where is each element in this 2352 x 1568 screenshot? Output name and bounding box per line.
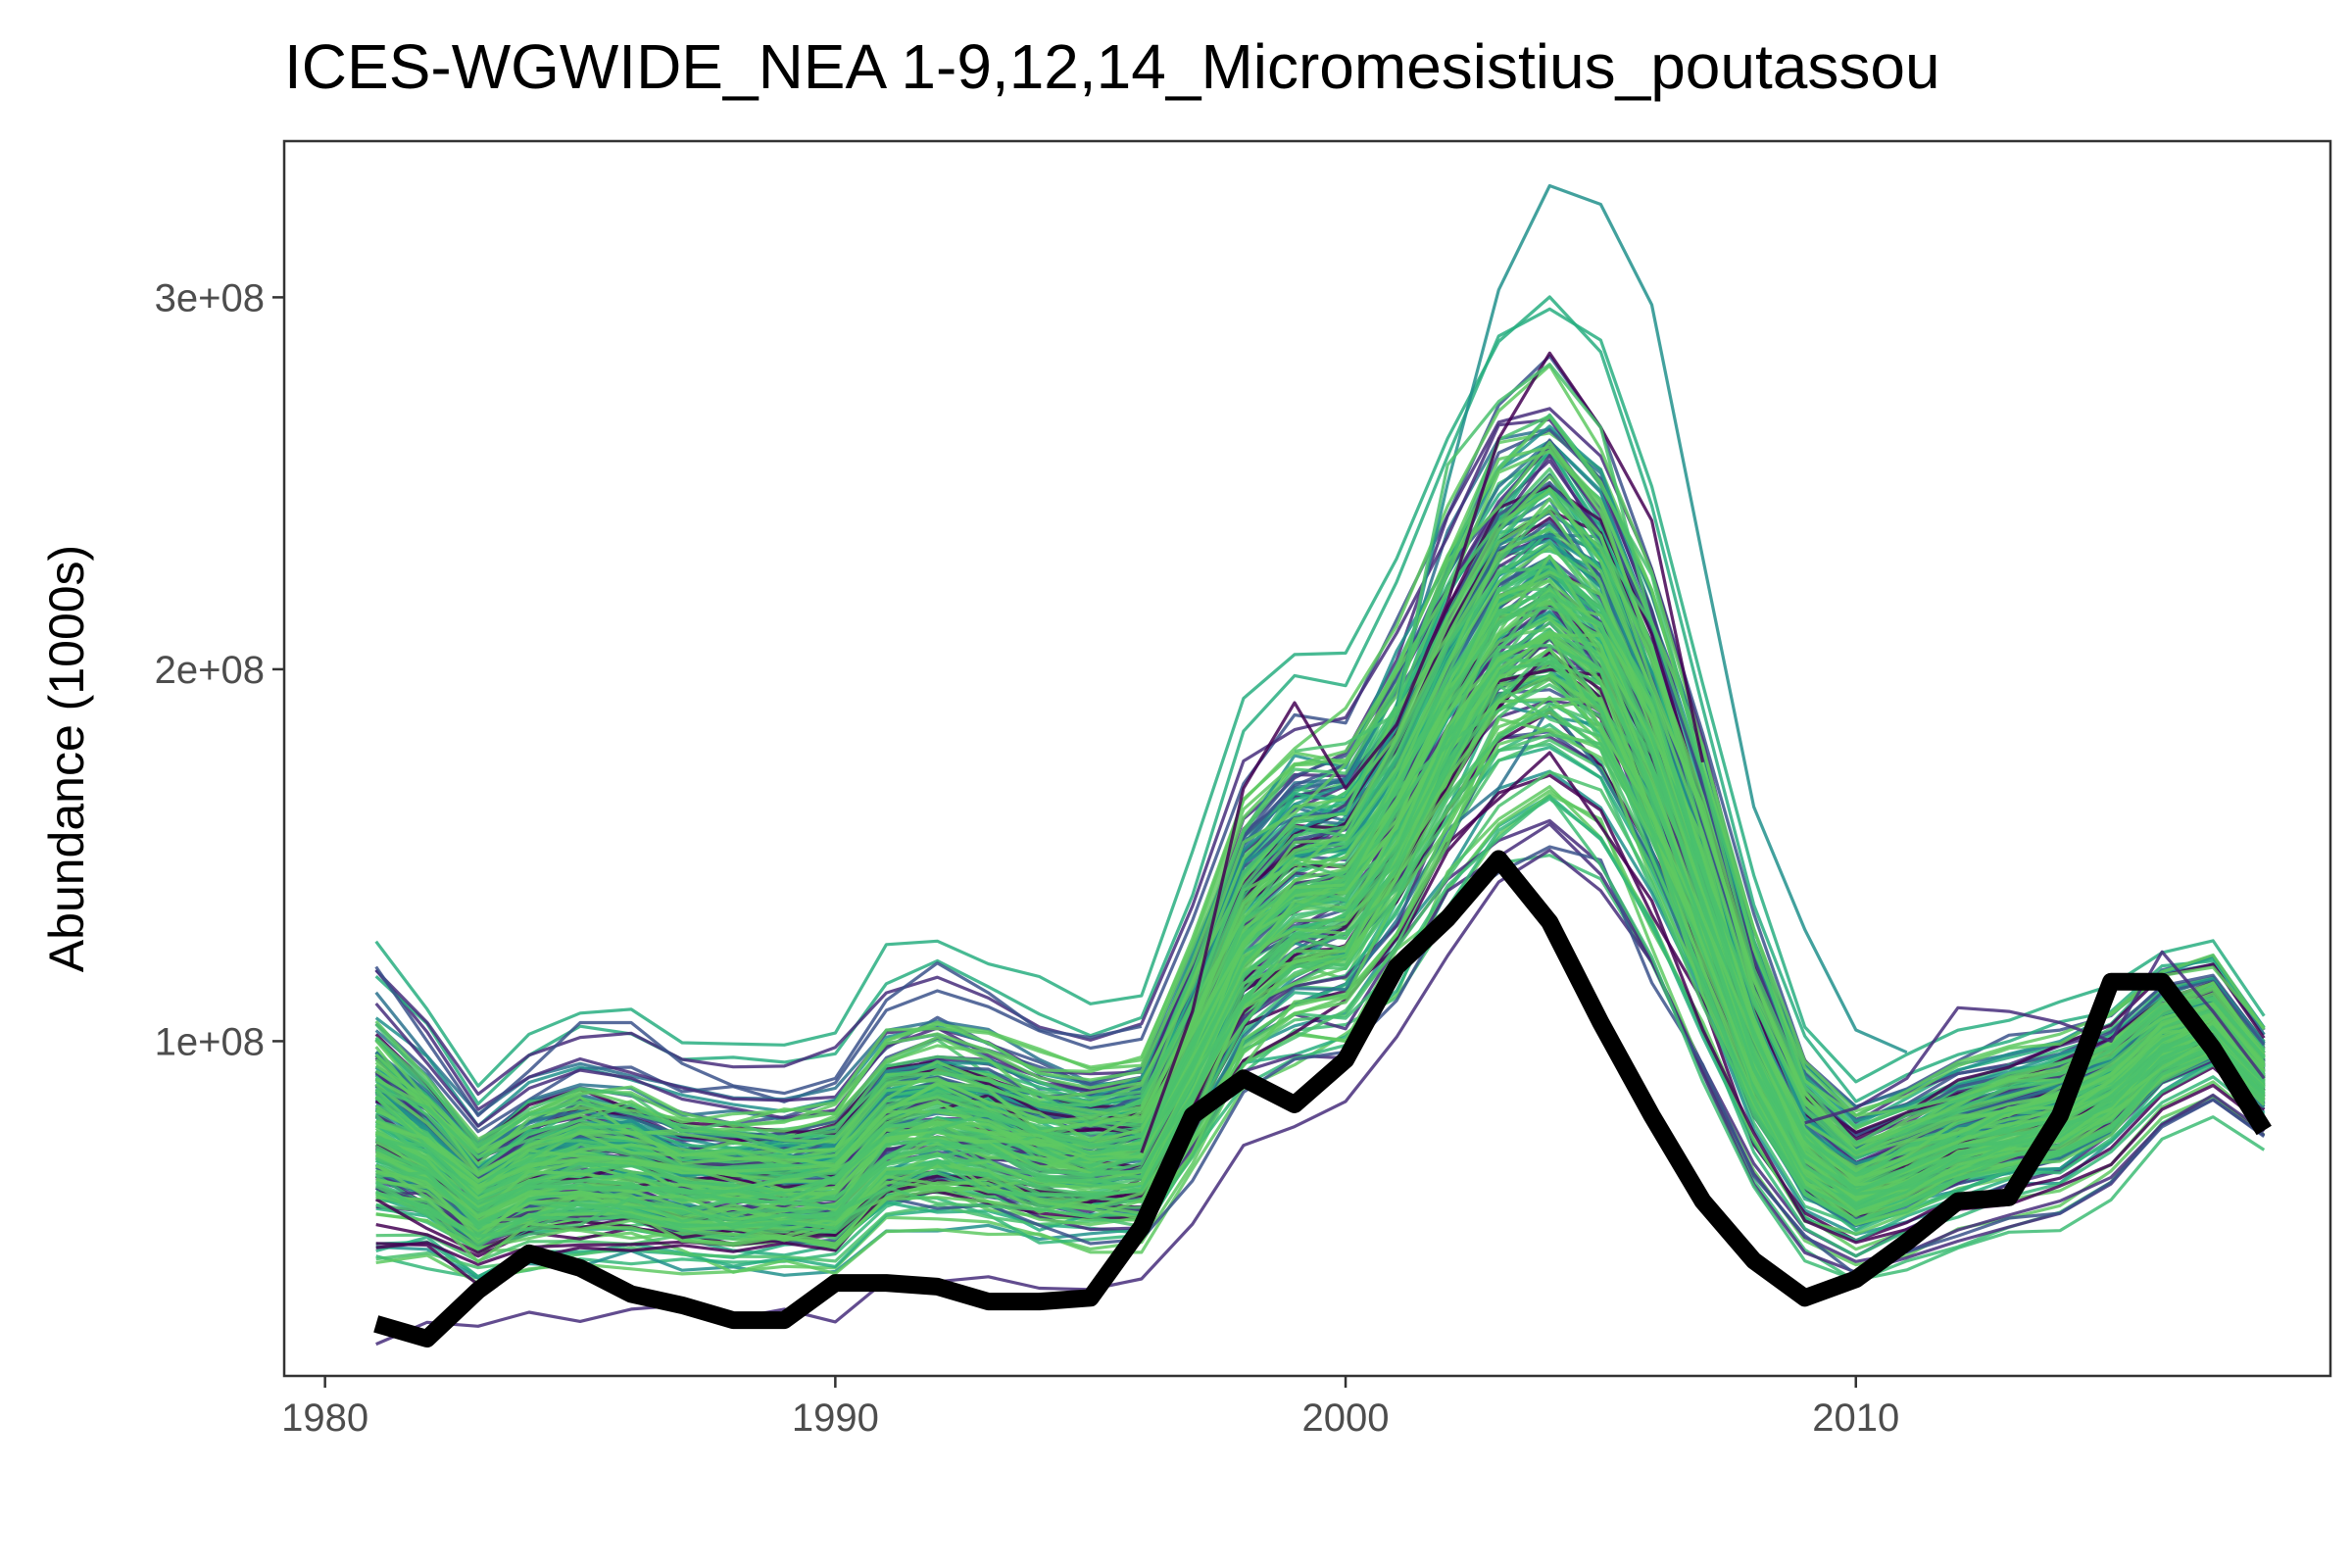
ensemble-line (374, 295, 2266, 1103)
ensemble-line (374, 466, 2266, 1153)
ensemble-line (375, 540, 2266, 1159)
x-tick-label: 1980 (281, 1396, 368, 1440)
observed-line (373, 850, 2272, 1348)
ensemble-outlier-line (1395, 183, 1908, 1054)
ensemble-line (375, 601, 2266, 1192)
y-axis-title: Abundance (1000s) (39, 545, 94, 972)
ensemble-outlier-line (1294, 363, 1654, 753)
x-tick-label: 1990 (792, 1396, 879, 1440)
x-tick-label: 2010 (1812, 1396, 1899, 1440)
ensemble-line (375, 588, 2266, 1200)
ensemble-line (375, 707, 2266, 1236)
ensemble-line (375, 579, 2266, 1184)
observed-series (373, 850, 2272, 1348)
x-axis: 1980 1990 2000 2010 (281, 1376, 1899, 1440)
ensemble-outlier-line (1140, 351, 1705, 1153)
ensemble-lines (374, 183, 2266, 1347)
y-tick-label: 2e+08 (155, 649, 265, 692)
ensemble-line (375, 632, 2266, 1241)
ensemble-line (375, 591, 2266, 1209)
y-axis: 1e+08 2e+08 3e+08 (155, 276, 284, 1063)
y-tick-label: 3e+08 (155, 276, 265, 319)
ensemble-line (374, 683, 2266, 1238)
ensemble-outlier-line (1804, 950, 2266, 1125)
ensemble-outlier-line (374, 961, 1143, 1117)
ensemble-line (375, 710, 2266, 1249)
ensemble-line (374, 606, 2266, 1185)
ensemble-line (374, 307, 2266, 1105)
ensemble-line (374, 474, 2266, 1175)
plot-panel-border (282, 139, 2332, 1378)
chart-title: ICES-WGWIDE_NEA 1-9,12,14_Micromesistius… (284, 31, 1940, 102)
y-tick-label: 1e+08 (155, 1020, 265, 1063)
x-tick-label: 2000 (1302, 1396, 1390, 1440)
